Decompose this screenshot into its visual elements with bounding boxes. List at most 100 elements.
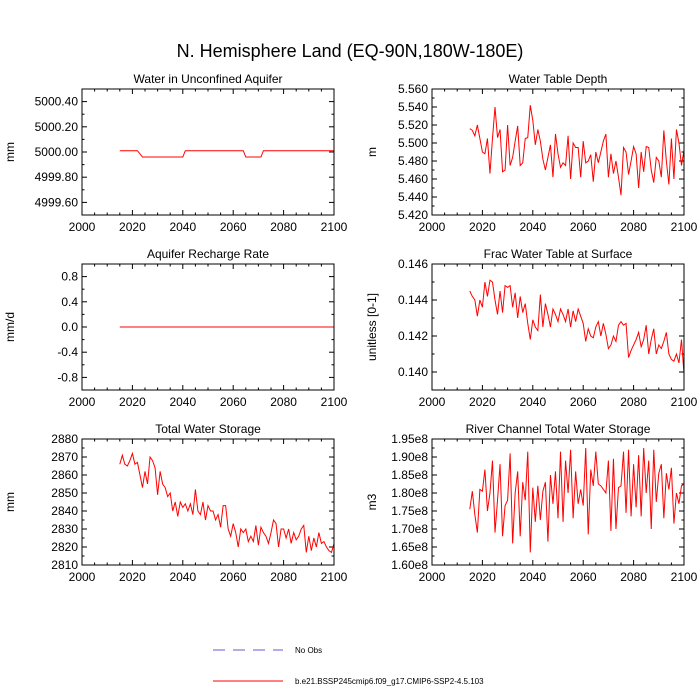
y-tick-label: 0.4 xyxy=(61,295,78,309)
y-tick-label: 2860 xyxy=(51,468,78,482)
x-tick-label: 2040 xyxy=(169,220,196,234)
panel-title: Total Water Storage xyxy=(155,422,261,436)
plot-frame xyxy=(431,438,685,566)
y-tick-label: 2810 xyxy=(51,558,78,572)
y-tick-label: 1.95e8 xyxy=(391,432,428,446)
y-axis-label: mm xyxy=(3,142,17,162)
x-tick-label: 2060 xyxy=(220,395,247,409)
x-tick-label: 2080 xyxy=(270,570,297,584)
y-axis-label: unitless [0-1] xyxy=(365,293,379,361)
y-tick-label: -0.4 xyxy=(57,345,78,359)
y-tick-label: 0.8 xyxy=(61,270,78,284)
y-tick-label: 1.85e8 xyxy=(391,468,428,482)
y-tick-label: 2830 xyxy=(51,522,78,536)
panel-title: Frac Water Table at Surface xyxy=(484,247,633,261)
x-tick-label: 2040 xyxy=(519,570,546,584)
y-tick-label: 1.70e8 xyxy=(391,522,428,536)
series-line xyxy=(119,150,334,158)
x-tick-label: 2060 xyxy=(570,395,597,409)
y-tick-label: 0.146 xyxy=(398,257,428,271)
panel-title: Water in Unconfined Aquifer xyxy=(134,72,283,86)
y-tick-label: 5.500 xyxy=(398,136,428,150)
y-tick-label: 0.0 xyxy=(61,320,78,334)
y-tick-label: 5.540 xyxy=(398,100,428,114)
y-tick-label: 1.90e8 xyxy=(391,450,428,464)
x-tick-label: 2100 xyxy=(321,220,348,234)
x-tick-label: 2020 xyxy=(119,395,146,409)
panel-water-table-depth: Water Table Depth m 2000 2020 2040 2060 2080 21… xyxy=(365,72,698,234)
plot-frame xyxy=(81,88,335,216)
x-tick-label: 2020 xyxy=(469,220,496,234)
y-tick-label: 5.420 xyxy=(398,208,428,222)
y-tick-label: 4999.80 xyxy=(35,170,79,184)
y-tick-label: 5.520 xyxy=(398,118,428,132)
x-tick-label: 2060 xyxy=(570,570,597,584)
x-tick-label: 2080 xyxy=(270,395,297,409)
y-tick-label: 2850 xyxy=(51,486,78,500)
panel-title: Water Table Depth xyxy=(509,72,608,86)
x-tick-label: 2020 xyxy=(469,570,496,584)
x-tick-label: 2060 xyxy=(570,220,597,234)
x-tick-label: 2060 xyxy=(220,570,247,584)
x-tick-label: 2100 xyxy=(321,395,348,409)
y-tick-label: 4999.60 xyxy=(35,195,79,209)
y-tick-label: 5000.20 xyxy=(35,120,79,134)
panel-title: Aquifer Recharge Rate xyxy=(147,247,269,261)
y-tick-label: 5.440 xyxy=(398,190,428,204)
series-line xyxy=(469,279,685,374)
x-tick-label: 2080 xyxy=(270,220,297,234)
y-tick-label: 5.460 xyxy=(398,172,428,186)
plot-frame xyxy=(81,438,335,566)
plot-frame xyxy=(431,88,685,216)
y-tick-label: 5000.00 xyxy=(35,145,79,159)
x-tick-label: 2000 xyxy=(69,220,96,234)
legend-label-simulation: b.e21.BSSP245cmip6.f09_g17.CMIP6-SSP2-4.… xyxy=(295,677,484,686)
x-tick-label: 2080 xyxy=(620,570,647,584)
y-tick-label: 5000.40 xyxy=(35,95,79,109)
panel-water-in-unconfined-aquifer: Water in Unconfined Aquifer mm 2000 2020 204… xyxy=(3,72,348,234)
x-tick-label: 2100 xyxy=(671,220,698,234)
figure-title: N. Hemisphere Land (EQ-90N,180W-180E) xyxy=(177,41,524,61)
y-tick-label: 2870 xyxy=(51,450,78,464)
y-tick-label: 0.142 xyxy=(398,329,428,343)
x-tick-label: 2080 xyxy=(620,220,647,234)
x-tick-label: 2040 xyxy=(519,395,546,409)
y-tick-label: 0.140 xyxy=(398,365,428,379)
x-tick-label: 2060 xyxy=(220,220,247,234)
x-tick-label: 2100 xyxy=(671,395,698,409)
x-tick-label: 2040 xyxy=(169,570,196,584)
series-line xyxy=(469,447,685,553)
series-line xyxy=(119,451,335,554)
x-tick-label: 2100 xyxy=(671,570,698,584)
panel-title: River Channel Total Water Storage xyxy=(466,422,651,436)
y-tick-label: 5.560 xyxy=(398,82,428,96)
panel-aquifer-recharge-rate: Aquifer Recharge Rate mm/d 2000 2020 2040 206… xyxy=(3,247,348,409)
y-tick-label: 5.480 xyxy=(398,154,428,168)
y-tick-label: 2820 xyxy=(51,540,78,554)
panel-river-channel-total-water-storage: River Channel Total Water Storage m3 2000 2… xyxy=(365,422,698,584)
y-tick-label: 1.60e8 xyxy=(391,558,428,572)
x-tick-label: 2040 xyxy=(169,395,196,409)
y-tick-label: -0.8 xyxy=(57,370,78,384)
y-axis-label: m3 xyxy=(365,493,379,510)
x-tick-label: 2000 xyxy=(419,395,446,409)
x-tick-label: 2020 xyxy=(119,570,146,584)
x-tick-label: 2040 xyxy=(519,220,546,234)
series-line xyxy=(469,105,685,196)
plot-frame xyxy=(81,263,335,391)
x-tick-label: 2080 xyxy=(620,395,647,409)
y-tick-label: 0.144 xyxy=(398,293,428,307)
x-tick-label: 2000 xyxy=(69,395,96,409)
panel-frac-water-table-at-surface: Frac Water Table at Surface unitless [0-1… xyxy=(365,247,698,409)
y-axis-label: mm xyxy=(3,492,17,512)
x-tick-label: 2100 xyxy=(321,570,348,584)
panel-total-water-storage: Total Water Storage mm 2000 2020 2040 2060 208… xyxy=(3,422,348,584)
x-tick-label: 2000 xyxy=(419,220,446,234)
plot-frame xyxy=(431,263,685,391)
panels: Water in Unconfined Aquifer mm 2000 2020 204… xyxy=(3,72,698,584)
y-axis-label: mm/d xyxy=(3,312,17,342)
y-tick-label: 2880 xyxy=(51,432,78,446)
y-tick-label: 2840 xyxy=(51,504,78,518)
y-axis-label: m xyxy=(365,147,379,157)
